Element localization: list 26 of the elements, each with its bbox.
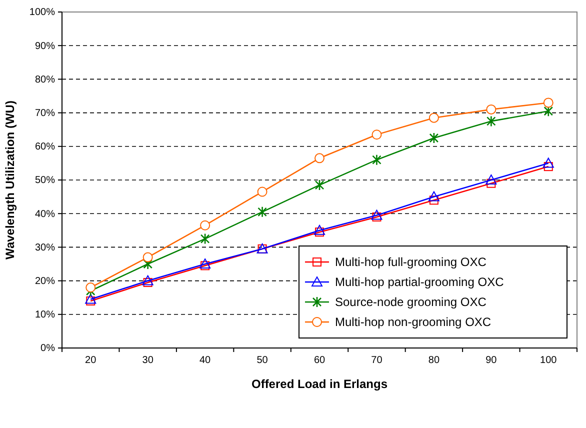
x-tick-label: 30	[142, 355, 154, 366]
y-tick-label: 20%	[34, 276, 56, 287]
x-axis-title: Offered Load in Erlangs	[251, 377, 388, 391]
y-tick-label: 10%	[34, 310, 56, 321]
y-tick-label: 60%	[34, 142, 56, 153]
x-tick-label: 40	[199, 355, 212, 366]
x-tick-label: 20	[85, 355, 97, 366]
legend-label: Multi-hop non-grooming OXC	[335, 315, 492, 329]
y-tick-label: 90%	[34, 40, 56, 52]
y-tick-label: 80%	[34, 74, 56, 86]
x-tick-label: 50	[256, 355, 268, 366]
y-tick-label: 70%	[34, 108, 56, 119]
y-tick-label: 50%	[34, 175, 56, 186]
y-tick-label: 40%	[34, 208, 56, 220]
y-axis-title: Wavelength Utilization (WU)	[3, 100, 17, 260]
legend-label: Multi-hop full-grooming OXC	[335, 255, 487, 269]
legend-label: Source-node grooming OXC	[335, 295, 487, 309]
x-tick-label: 60	[314, 355, 326, 366]
y-tick-label: 0%	[40, 343, 56, 354]
x-tick-label: 70	[371, 355, 383, 366]
legend-label: Multi-hop partial-grooming OXC	[335, 275, 504, 289]
x-tick-label: 90	[486, 355, 498, 366]
x-tick-label: 80	[428, 355, 440, 366]
x-tick-label: 100	[540, 355, 558, 366]
y-tick-label: 100%	[29, 7, 56, 18]
y-tick-label: 30%	[34, 242, 56, 254]
